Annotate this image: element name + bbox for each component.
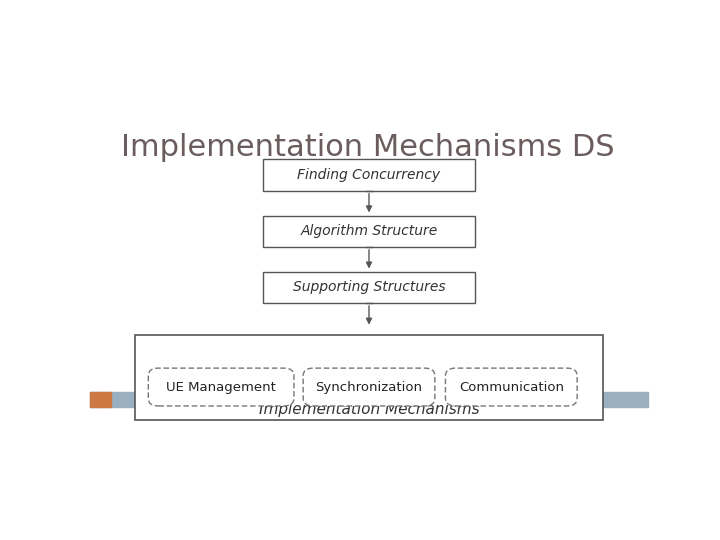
Bar bbox=[90, 392, 111, 407]
Text: Synchronization: Synchronization bbox=[315, 381, 423, 394]
FancyBboxPatch shape bbox=[263, 272, 475, 303]
Text: Supporting Structures: Supporting Structures bbox=[293, 280, 445, 294]
FancyBboxPatch shape bbox=[303, 368, 435, 406]
Text: UE Management: UE Management bbox=[166, 381, 276, 394]
Text: Algorithm Structure: Algorithm Structure bbox=[300, 224, 438, 238]
Text: Implementation Mechanisms DS: Implementation Mechanisms DS bbox=[121, 133, 614, 163]
FancyBboxPatch shape bbox=[135, 335, 603, 420]
FancyBboxPatch shape bbox=[148, 368, 294, 406]
FancyBboxPatch shape bbox=[263, 159, 475, 191]
Bar bbox=[90, 392, 648, 407]
Text: Finding Concurrency: Finding Concurrency bbox=[297, 168, 441, 182]
FancyBboxPatch shape bbox=[263, 215, 475, 247]
Text: Implementation Mechanisms: Implementation Mechanisms bbox=[258, 402, 480, 417]
FancyBboxPatch shape bbox=[446, 368, 577, 406]
Text: Communication: Communication bbox=[459, 381, 564, 394]
